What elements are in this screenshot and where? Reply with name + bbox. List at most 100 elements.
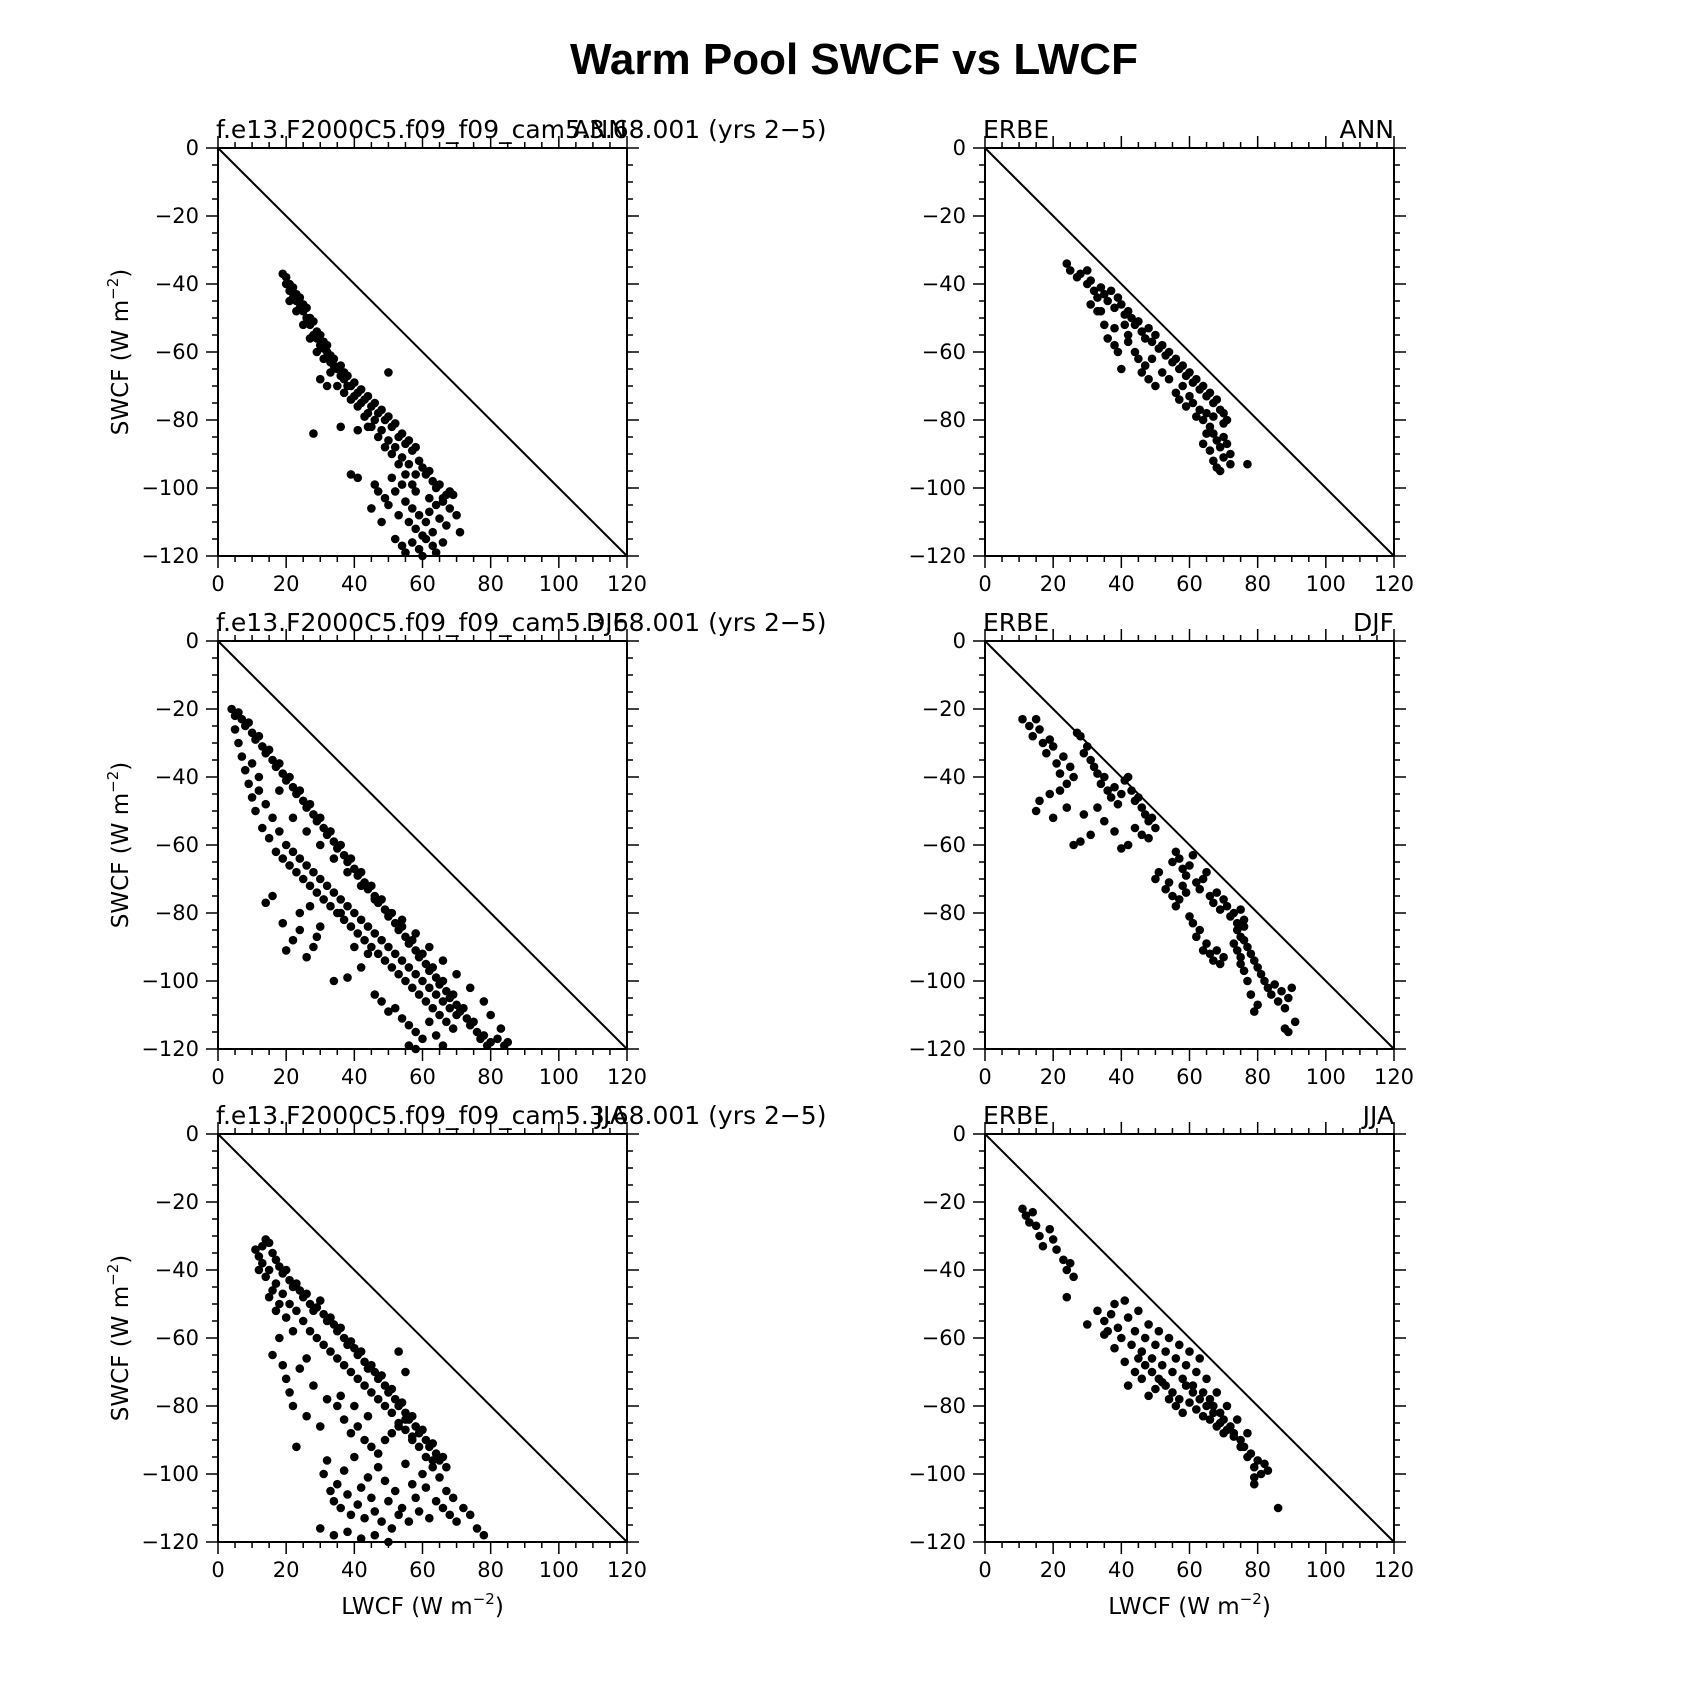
data-point: [438, 538, 448, 547]
data-point: [326, 1486, 335, 1496]
data-point: [1161, 1347, 1170, 1356]
data-point: [360, 1513, 369, 1523]
data-point: [407, 983, 417, 993]
data-point: [1232, 1415, 1242, 1424]
data-point: [1232, 918, 1242, 928]
data-point: [390, 1003, 400, 1013]
data-point: [281, 272, 291, 282]
data-point: [1171, 388, 1181, 398]
data-point: [1171, 847, 1181, 857]
data-point: [237, 714, 247, 724]
x-tick-label: 80: [1244, 1558, 1271, 1582]
data-point: [1178, 381, 1187, 391]
data-point: [1025, 1218, 1034, 1227]
data-point: [411, 442, 420, 452]
data-point: [1202, 939, 1211, 948]
data-point: [278, 1360, 288, 1370]
data-point: [336, 361, 346, 370]
data-point: [418, 463, 427, 472]
data-point: [356, 1347, 366, 1356]
data-point: [302, 1354, 311, 1363]
data-point: [298, 796, 308, 806]
y-tick-label: −20: [922, 1190, 966, 1214]
data-point: [384, 1496, 393, 1506]
data-point: [346, 1428, 356, 1438]
data-point: [329, 976, 339, 986]
data-point: [1232, 925, 1242, 935]
data-point: [397, 1014, 407, 1023]
data-point: [1222, 1401, 1232, 1411]
data-point: [1185, 861, 1194, 870]
data-point: [1246, 949, 1256, 959]
data-point: [1209, 412, 1218, 421]
data-point: [1273, 997, 1283, 1006]
data-point: [1069, 840, 1078, 850]
data-point: [244, 718, 253, 727]
data-point: [390, 1394, 400, 1404]
data-point: [285, 1388, 294, 1397]
data-point: [1192, 412, 1201, 421]
data-point: [1082, 266, 1092, 275]
data-point: [292, 306, 301, 316]
reference-line: [984, 1133, 1395, 1543]
data-point: [356, 881, 366, 891]
data-point: [1198, 1411, 1208, 1421]
data-point: [1178, 881, 1187, 891]
data-point: [1123, 772, 1133, 782]
data-point: [384, 500, 393, 510]
data-point: [459, 1503, 468, 1513]
data-point: [1212, 1388, 1222, 1397]
data-point: [390, 419, 400, 428]
data-point: [1209, 1401, 1218, 1411]
data-point: [394, 1347, 403, 1356]
data-point: [356, 1483, 366, 1492]
data-point: [295, 293, 305, 302]
data-point: [264, 745, 274, 755]
data-point: [295, 908, 305, 918]
data-point: [384, 412, 393, 421]
data-point: [1123, 1381, 1133, 1390]
data-point: [1195, 1394, 1205, 1404]
data-point: [309, 810, 318, 819]
data-point: [336, 422, 346, 432]
data-point: [322, 347, 332, 357]
data-point: [1059, 752, 1068, 761]
data-point: [1212, 946, 1222, 955]
data-point: [1151, 381, 1160, 391]
data-point: [353, 402, 363, 411]
data-point: [1055, 786, 1065, 795]
data-point: [373, 949, 383, 959]
data-point: [309, 942, 318, 952]
data-point: [1202, 867, 1211, 877]
x-tick-label: 20: [1040, 1065, 1067, 1089]
data-point: [1086, 276, 1095, 285]
data-point: [390, 918, 400, 928]
x-tick-label: 120: [1374, 1065, 1414, 1089]
data-point: [1181, 888, 1191, 897]
data-point: [1198, 415, 1208, 425]
data-point: [401, 932, 410, 942]
data-point: [390, 949, 400, 959]
data-point: [1212, 888, 1222, 897]
data-point: [339, 1415, 349, 1424]
data-point: [452, 1000, 461, 1010]
data-point: [394, 1510, 403, 1520]
data-point: [1062, 259, 1072, 268]
data-point: [448, 1024, 458, 1033]
reference-line: [984, 640, 1395, 1050]
data-point: [1123, 330, 1133, 340]
data-point: [275, 1333, 284, 1343]
data-point: [343, 867, 352, 877]
data-point: [1192, 878, 1201, 887]
data-point: [380, 1435, 390, 1445]
data-point: [1209, 456, 1218, 466]
data-point: [350, 378, 359, 387]
data-point: [1076, 731, 1085, 741]
data-point: [1055, 769, 1065, 778]
data-point: [329, 354, 339, 364]
data-point: [1147, 1367, 1157, 1377]
x-tick-label: 40: [341, 572, 368, 596]
data-point: [1236, 959, 1245, 969]
data-point: [1151, 1340, 1160, 1350]
data-point: [1161, 884, 1170, 894]
